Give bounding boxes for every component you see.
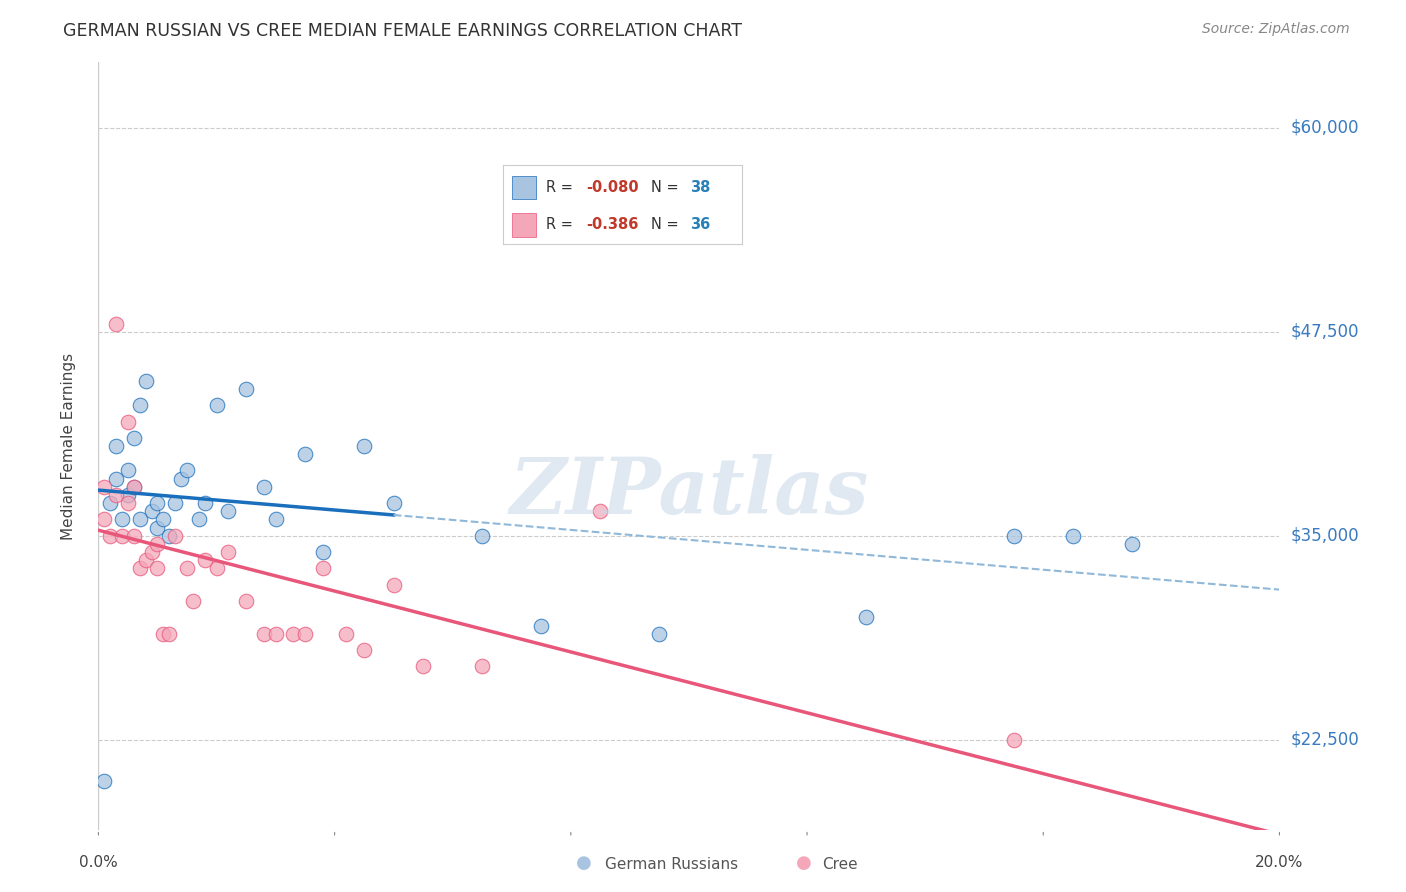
Point <box>312 561 335 575</box>
Text: $60,000: $60,000 <box>1291 119 1360 136</box>
Point <box>412 659 434 673</box>
Point <box>855 610 877 624</box>
Point <box>530 618 553 632</box>
Point <box>283 626 305 640</box>
Point <box>1121 537 1143 551</box>
Point <box>1002 529 1025 543</box>
Point <box>253 480 276 494</box>
Point <box>146 537 169 551</box>
Text: R =: R = <box>546 180 578 195</box>
Point <box>471 659 494 673</box>
Point <box>117 463 139 477</box>
Text: Cree: Cree <box>823 857 858 872</box>
Point <box>128 561 150 575</box>
Text: Source: ZipAtlas.com: Source: ZipAtlas.com <box>1202 22 1350 37</box>
Point <box>176 561 198 575</box>
Point <box>146 520 169 534</box>
Point <box>253 626 276 640</box>
Text: $35,000: $35,000 <box>1291 527 1360 545</box>
Point <box>122 480 145 494</box>
Point <box>122 431 145 445</box>
Point <box>589 504 612 518</box>
Point <box>111 512 134 526</box>
Point <box>98 529 121 543</box>
Point <box>205 561 228 575</box>
Point <box>117 415 139 429</box>
Point <box>93 773 115 788</box>
Point <box>146 496 169 510</box>
Point <box>353 439 375 453</box>
Text: 38: 38 <box>689 180 710 195</box>
Point <box>217 545 239 559</box>
Point <box>165 496 187 510</box>
Point <box>187 512 209 526</box>
Text: German Russians: German Russians <box>605 857 738 872</box>
Point <box>141 504 163 518</box>
Point <box>157 529 180 543</box>
Text: ●: ● <box>575 855 592 872</box>
Point <box>135 374 157 388</box>
Point <box>205 398 228 412</box>
Text: 36: 36 <box>689 217 710 232</box>
Point <box>264 512 287 526</box>
Point <box>235 382 257 396</box>
Point <box>294 447 316 461</box>
Text: $22,500: $22,500 <box>1291 731 1360 748</box>
Point <box>111 529 134 543</box>
Point <box>165 529 187 543</box>
Point <box>181 594 204 608</box>
Text: 0.0%: 0.0% <box>79 855 118 870</box>
Point <box>93 512 115 526</box>
Point <box>335 626 357 640</box>
FancyBboxPatch shape <box>512 176 536 200</box>
Point <box>194 553 217 567</box>
Point <box>135 553 157 567</box>
Point <box>264 626 287 640</box>
Point <box>294 626 316 640</box>
FancyBboxPatch shape <box>512 213 536 236</box>
Point <box>105 488 128 502</box>
Point <box>176 463 198 477</box>
Point <box>194 496 217 510</box>
Point <box>152 512 174 526</box>
Point <box>1062 529 1084 543</box>
Point <box>105 317 128 331</box>
Text: ●: ● <box>796 855 813 872</box>
Text: Median Female Earnings: Median Female Earnings <box>62 352 76 540</box>
Point <box>128 398 150 412</box>
Point <box>141 545 163 559</box>
Point <box>117 496 139 510</box>
Point <box>235 594 257 608</box>
Text: N =: N = <box>651 217 683 232</box>
Text: $47,500: $47,500 <box>1291 323 1360 341</box>
Point <box>382 496 405 510</box>
Point <box>117 488 139 502</box>
Text: N =: N = <box>651 180 683 195</box>
Point <box>122 480 145 494</box>
Point <box>128 512 150 526</box>
Point <box>152 626 174 640</box>
Text: ZIPatlas: ZIPatlas <box>509 454 869 530</box>
Text: GERMAN RUSSIAN VS CREE MEDIAN FEMALE EARNINGS CORRELATION CHART: GERMAN RUSSIAN VS CREE MEDIAN FEMALE EAR… <box>63 22 742 40</box>
Point <box>157 626 180 640</box>
Text: -0.386: -0.386 <box>586 217 638 232</box>
Point <box>312 545 335 559</box>
Point <box>98 496 121 510</box>
Text: -0.080: -0.080 <box>586 180 640 195</box>
Text: 20.0%: 20.0% <box>1256 855 1303 870</box>
Point <box>471 529 494 543</box>
Text: R =: R = <box>546 217 578 232</box>
Point <box>217 504 239 518</box>
Point <box>146 561 169 575</box>
Point <box>382 578 405 592</box>
Point <box>93 480 115 494</box>
Point <box>648 626 671 640</box>
Point <box>170 472 193 486</box>
Point <box>1002 732 1025 747</box>
Point <box>105 439 128 453</box>
Point <box>105 472 128 486</box>
Point <box>353 643 375 657</box>
Point <box>122 529 145 543</box>
